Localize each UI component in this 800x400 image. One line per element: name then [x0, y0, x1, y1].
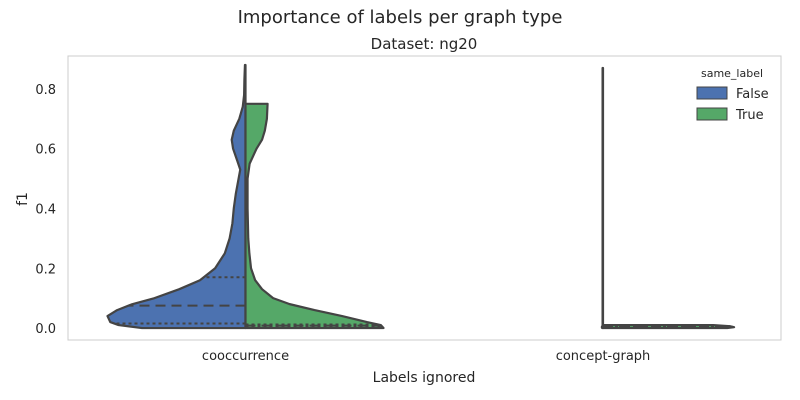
legend-title: same_label: [701, 67, 763, 80]
legend: same_label False True: [696, 67, 769, 123]
violin-half-false-cooccurrence: [106, 63, 247, 330]
violin-half-true-cooccurrence: [244, 102, 385, 330]
chart-title: Dataset: ng20: [371, 35, 478, 53]
x-tick-labels: cooccurrence concept-graph: [202, 349, 650, 364]
x-tick-label: concept-graph: [556, 349, 651, 364]
y-tick-label: 0.2: [35, 262, 56, 277]
y-tick-label: 0.6: [35, 143, 56, 158]
legend-swatch-false: [696, 86, 728, 100]
y-tick-label: 0.4: [35, 202, 56, 217]
chart-suptitle: Importance of labels per graph type: [238, 7, 563, 28]
legend-label-true: True: [735, 108, 764, 123]
violin-half-false-concept-graph: [600, 66, 605, 330]
violin-group: [106, 63, 736, 330]
y-axis-label: f1: [15, 192, 31, 206]
legend-swatch-true: [696, 107, 728, 121]
x-axis-label: Labels ignored: [373, 370, 476, 386]
y-tick-label: 0.8: [35, 83, 56, 98]
y-tick-label: 0.0: [35, 322, 56, 337]
legend-label-false: False: [736, 87, 769, 102]
y-tick-labels: 0.0 0.2 0.4 0.6 0.8: [35, 83, 56, 337]
x-tick-label: cooccurrence: [202, 349, 289, 364]
